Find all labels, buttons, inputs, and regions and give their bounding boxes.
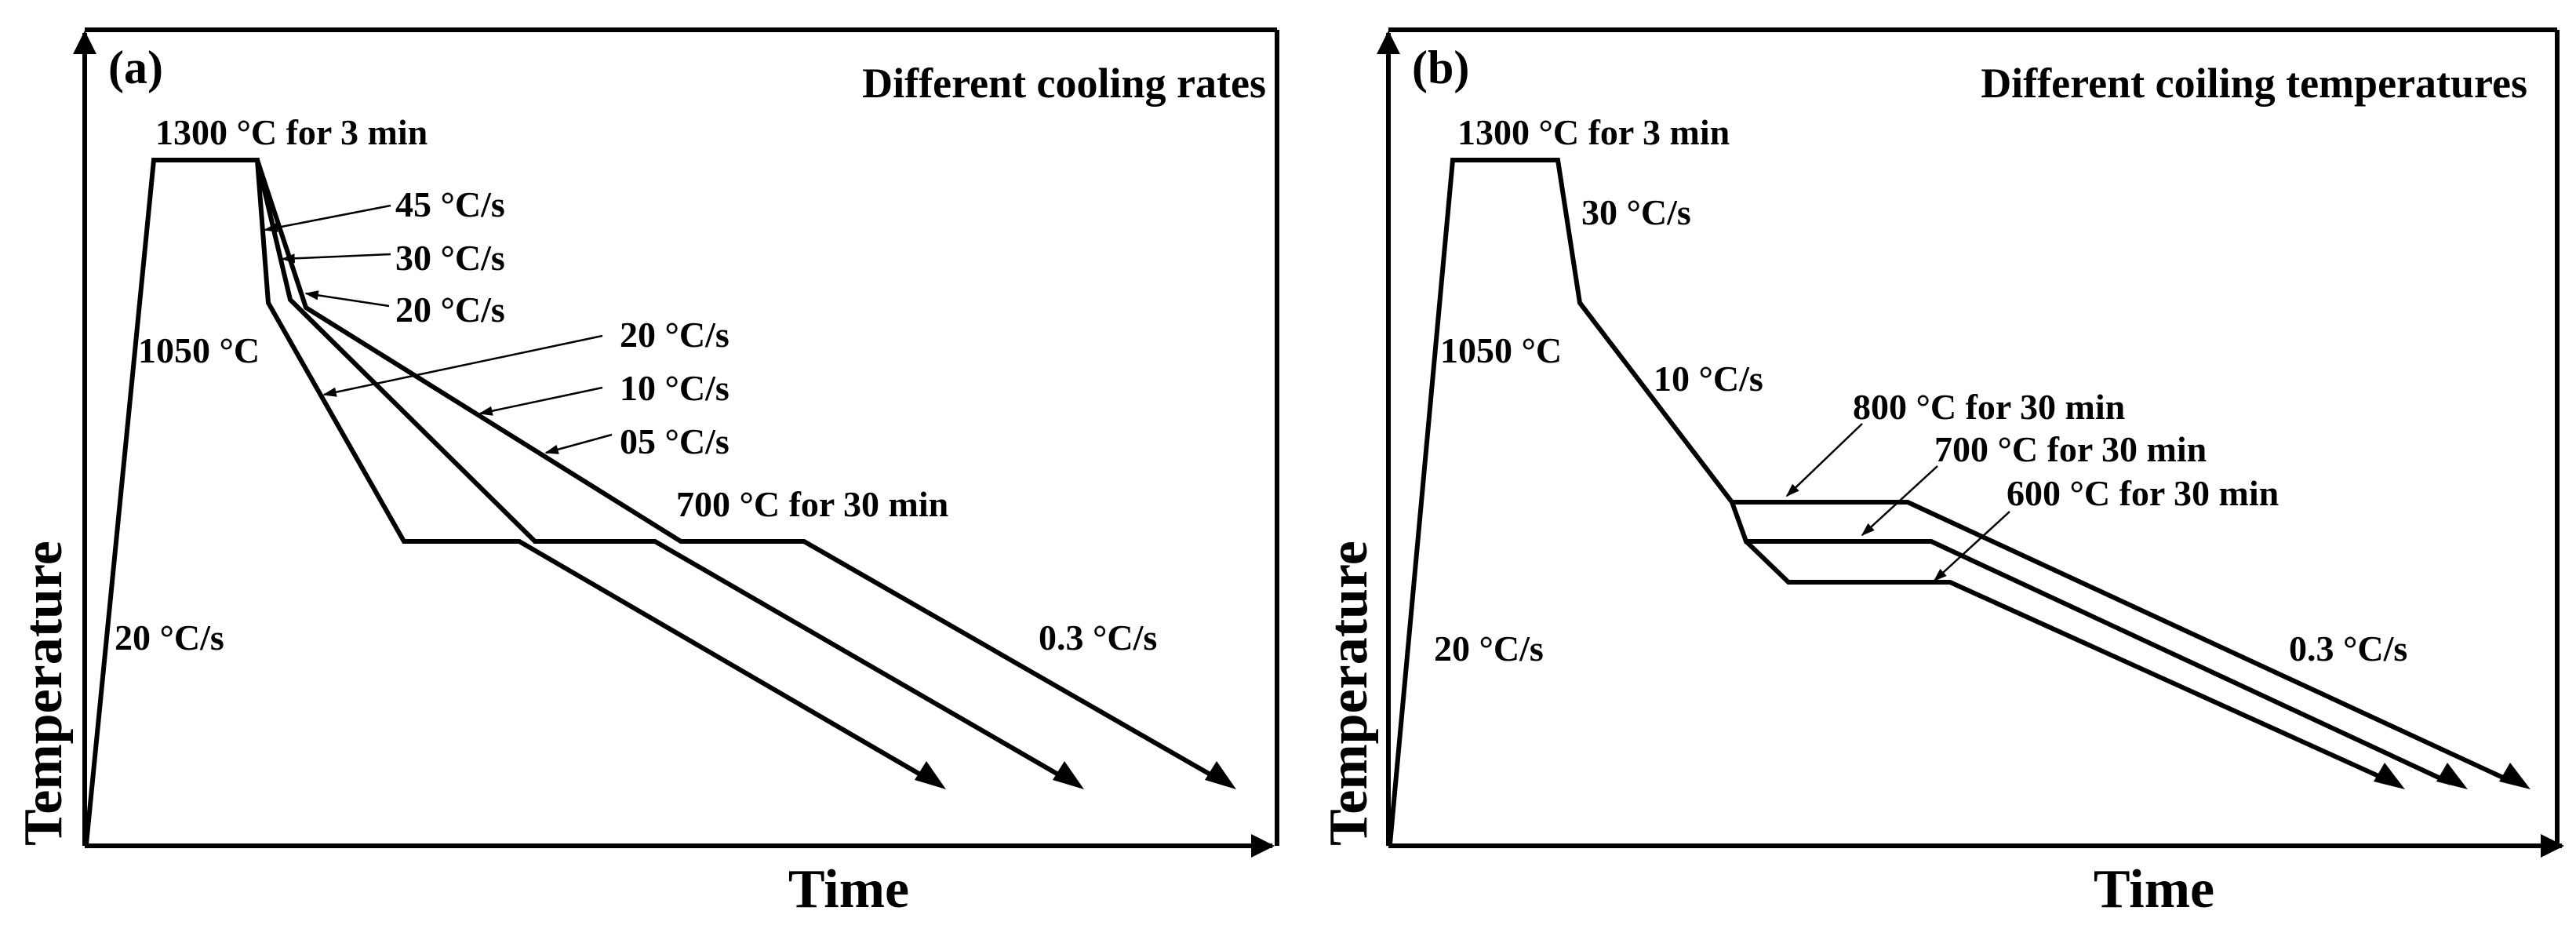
panel-b-end-arrow-2 [2436, 763, 2468, 789]
panel-a-y-axis-label: Temperature [13, 541, 74, 846]
panel-a-end-arrow-2 [1053, 761, 1084, 789]
panel-a-end-arrow-1 [915, 761, 946, 789]
panel-b-x-axis-label: Time [2094, 859, 2214, 920]
panel-b-700c-label: 700 °C for 30 min [1934, 429, 2207, 469]
panel-a-final-rate-label: 0.3 °C/s [1039, 618, 1157, 658]
panel-a-05cs-label: 05 °C/s [620, 421, 730, 461]
panel-a-20cs-label-b: 20 °C/s [620, 315, 730, 355]
panel-a-pointer-30cs [281, 253, 391, 264]
panel-a-pointer-20cs-a [304, 290, 390, 308]
panel-a-label: (a) [108, 42, 163, 93]
panel-b-path-800c [1732, 500, 2516, 785]
panel-a-path-20cs [255, 159, 1075, 785]
panel-b-800c-label: 800 °C for 30 min [1853, 387, 2125, 427]
panel-a-pointer-10cs [478, 386, 603, 416]
panel-b-600c-label: 600 °C for 30 min [2007, 473, 2279, 513]
panel-b-label: (b) [1412, 42, 1469, 93]
panel-b-end-arrow-1 [2374, 763, 2405, 789]
panel-b-title: Different coiling temperatures [1981, 60, 2527, 107]
panel-b-path-700c [1730, 501, 2452, 785]
panel-a: (a) Different cooling rates 1300 °C for … [13, 27, 1279, 920]
panel-b-final-rate-label: 0.3 °C/s [2289, 628, 2407, 669]
panel-b-pointer-600c [1933, 511, 2010, 582]
panel-a-end-arrow-3 [1205, 761, 1236, 789]
panel-a-45cs-label: 45 °C/s [395, 184, 505, 224]
panel-b-end-arrow-3 [2499, 763, 2531, 789]
panel-b-pointer-800c [1785, 423, 1863, 497]
panel-a-soak-label: 1300 °C for 3 min [155, 112, 428, 152]
panel-a-10cs-label: 10 °C/s [620, 368, 730, 408]
panel-b-30cs-label: 30 °C/s [1581, 192, 1691, 232]
panel-a-coil-label: 700 °C for 30 min [676, 484, 948, 524]
panel-b-heating-soak-path [1388, 158, 1734, 845]
panel-b-y-axis-label: Temperature [1319, 541, 1379, 846]
panel-a-30cs-label: 30 °C/s [395, 238, 505, 278]
panel-a-pointer-05cs [544, 433, 613, 454]
panel-b-heat-rate-label: 20 °C/s [1434, 628, 1544, 669]
panel-b-path-600c [1744, 539, 2396, 785]
panel-a-heating-soak-path [84, 158, 937, 845]
panel-a-pointer-45cs [264, 204, 391, 233]
panel-b-pointer-700c [1861, 465, 1938, 537]
panel-b-10cs-label: 10 °C/s [1654, 359, 1763, 399]
panel-b-soak-label: 1300 °C for 3 min [1457, 112, 1730, 152]
panel-a-heat-rate-label: 20 °C/s [115, 618, 224, 658]
panel-a-1050-label: 1050 °C [138, 330, 260, 370]
panel-b: (b) Different coiling temperatures 1300 … [1319, 27, 2564, 920]
panel-a-pointer-20cs-b [322, 334, 603, 397]
panel-b-1050-label: 1050 °C [1440, 330, 1562, 370]
panel-a-20cs-label-a: 20 °C/s [395, 290, 505, 330]
panel-a-x-axis-label: Time [788, 859, 909, 920]
panel-a-title: Different cooling rates [862, 60, 1266, 107]
